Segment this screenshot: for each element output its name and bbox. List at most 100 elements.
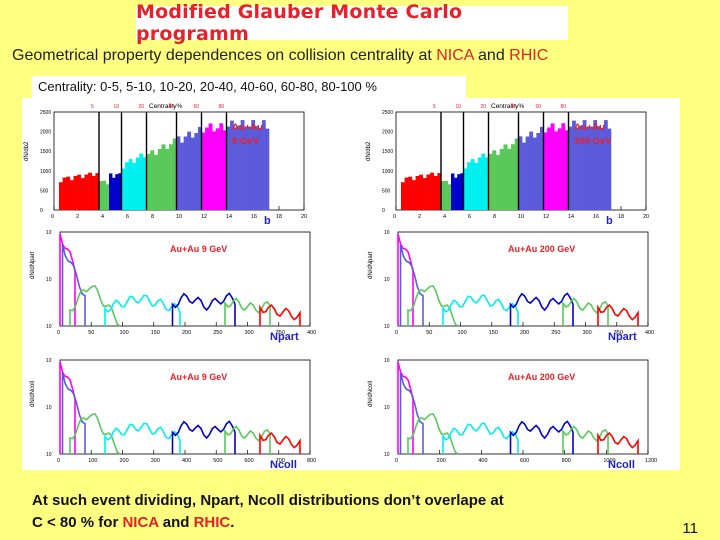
subtitle: Geometrical property dependences on coll… bbox=[12, 47, 718, 65]
right-b-bar bbox=[404, 177, 409, 210]
left-b-xtick-label: 16 bbox=[251, 214, 257, 220]
right-b-xtick-label: 2 bbox=[418, 214, 421, 220]
left-npart-xlabel: Npart bbox=[270, 331, 299, 343]
left-ncoll-xtick-label: 600 bbox=[245, 458, 254, 464]
figure-panel: 0 2 4 6 8 10 12 14 16 18 20 0 500 1000 1500 2000 2500 dN/… bbox=[22, 98, 680, 471]
right-b-bar bbox=[550, 123, 555, 210]
right-b-ytick-label: 1500 bbox=[382, 149, 393, 155]
right-ncoll-curve bbox=[597, 431, 639, 454]
left-b-xtick-label: 4 bbox=[101, 214, 104, 220]
left-b-bar bbox=[118, 173, 122, 210]
right-b-centrality-mark: 40 bbox=[511, 104, 517, 110]
left-b-bar bbox=[176, 136, 181, 210]
left-ncoll-curve bbox=[61, 372, 86, 454]
left-b-bar bbox=[125, 162, 129, 210]
left-b-bar bbox=[59, 182, 63, 210]
right-b-bar bbox=[447, 184, 452, 210]
left-b-bar bbox=[172, 138, 177, 210]
left-b-bar bbox=[102, 180, 106, 210]
right-ncoll-xtick-label: 0 bbox=[395, 458, 398, 464]
left-ncoll-xtick-label: 400 bbox=[182, 458, 191, 464]
right-b-bar bbox=[451, 173, 455, 210]
left-npart-xtick-label: 100 bbox=[120, 330, 129, 336]
left-b-bar bbox=[69, 180, 74, 210]
right-b-bar bbox=[561, 123, 566, 210]
right-b-ytick-label: 2000 bbox=[382, 130, 393, 136]
left-ncoll-ytick-label: 10 bbox=[46, 358, 52, 364]
right-b-bar bbox=[437, 173, 442, 210]
right-b-bar bbox=[518, 136, 523, 210]
right-b-bar bbox=[514, 138, 519, 210]
left-b-bar bbox=[208, 123, 213, 210]
footer-nica: NICA bbox=[122, 514, 159, 531]
right-b-xtick-label: 18 bbox=[618, 214, 624, 220]
left-b-bar bbox=[258, 127, 263, 210]
left-b-bar bbox=[237, 125, 241, 210]
left-b-xtick-label: 10 bbox=[176, 214, 182, 220]
right-b-centrality-mark: 80 bbox=[561, 104, 567, 110]
right-b-bar bbox=[474, 162, 479, 210]
left-b-centrality-mark: 80 bbox=[219, 104, 225, 110]
right-b-ytick-label: 1000 bbox=[382, 169, 393, 175]
left-b-bar bbox=[95, 173, 100, 210]
left-b-bar bbox=[261, 120, 266, 210]
right-b-bar bbox=[582, 120, 587, 210]
left-b-bar bbox=[201, 132, 206, 210]
right-b-bar bbox=[547, 127, 551, 210]
right-ncoll-ytick-label: 10 bbox=[384, 452, 390, 458]
figure-svg: 0 2 4 6 8 10 12 14 16 18 2005001000150020002500dN/… bbox=[24, 103, 657, 471]
left-b-bar bbox=[62, 177, 67, 210]
right-npart-xtick-label: 250 bbox=[551, 330, 560, 336]
right-b-bar bbox=[499, 148, 504, 210]
left-b-bar bbox=[161, 144, 166, 210]
left-npart-curve bbox=[224, 297, 271, 326]
right-b-bar bbox=[444, 180, 448, 210]
left-ncoll-curve bbox=[171, 420, 236, 454]
right-b-centrality-mark: 5 bbox=[433, 104, 436, 110]
right-b-ytick-label: 2500 bbox=[382, 110, 393, 116]
footer-line-1: At such event dividing, Npart, Ncoll dis… bbox=[32, 492, 504, 509]
right-b-ylabel: dN/db2 bbox=[366, 141, 372, 161]
left-npart-xtick-label: 150 bbox=[151, 330, 160, 336]
right-b-bar bbox=[596, 126, 601, 210]
left-ncoll-ytick-label: 10 bbox=[46, 405, 52, 411]
right-b-bar bbox=[593, 120, 598, 210]
right-npart-xtick-label: 350 bbox=[614, 330, 623, 336]
right-b-centrality-mark: 10 bbox=[456, 104, 462, 110]
left-b-bar bbox=[150, 150, 155, 210]
right-b-bar bbox=[433, 175, 438, 210]
left-b-bar bbox=[219, 123, 224, 210]
right-npart-xtick-label: 300 bbox=[583, 330, 592, 336]
footer-line-2-prefix: C < 80 % for bbox=[32, 514, 123, 531]
right-npart-xtick-label: 200 bbox=[520, 330, 529, 336]
left-b-bar bbox=[121, 168, 126, 210]
right-npart-ytick-label: 10 bbox=[384, 324, 390, 330]
right-b-xtick-label: 8 bbox=[493, 214, 496, 220]
left-b-bar bbox=[183, 136, 188, 210]
left-npart-curve bbox=[61, 244, 86, 326]
right-b-bar bbox=[430, 172, 435, 210]
left-npart-ytick-label: 10 bbox=[46, 324, 52, 330]
right-b-bar bbox=[463, 168, 468, 210]
right-npart-xtick-label: 150 bbox=[489, 330, 498, 336]
right-b-bar bbox=[460, 173, 464, 210]
right-b-bar bbox=[481, 153, 486, 210]
left-b-ytick-label: 2500 bbox=[40, 110, 51, 116]
right-b-bar bbox=[426, 174, 431, 210]
right-b-bar bbox=[539, 126, 544, 210]
subtitle-and: and bbox=[473, 47, 510, 64]
right-b-bar bbox=[488, 153, 493, 210]
left-ncoll-curve bbox=[104, 422, 181, 454]
subtitle-prefix: Geometrical property dependences on coll… bbox=[12, 47, 437, 64]
left-npart-curve bbox=[259, 303, 301, 326]
right-b-b-label: 200 GeV bbox=[574, 136, 612, 147]
left-b-bar bbox=[212, 131, 217, 210]
right-ncoll-curve bbox=[442, 422, 519, 454]
right-b-b-title: Centrality% bbox=[491, 103, 524, 110]
right-b-bar bbox=[575, 128, 580, 210]
left-b-bar bbox=[66, 176, 71, 210]
right-b-bar bbox=[422, 178, 427, 210]
right-b-bar bbox=[496, 154, 501, 210]
left-b-bar bbox=[80, 178, 85, 210]
left-b-centrality-mark: 10 bbox=[114, 104, 120, 110]
